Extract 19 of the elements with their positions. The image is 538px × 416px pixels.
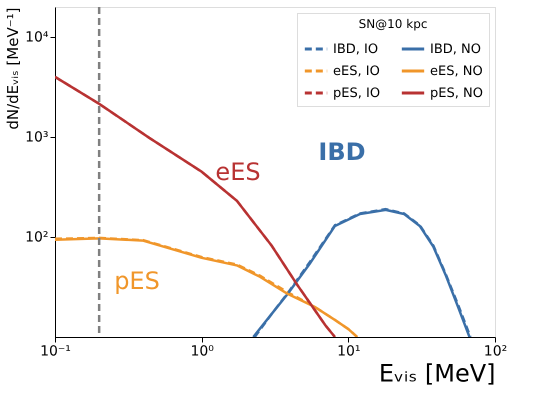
- y-tick-label: 10⁴: [25, 30, 49, 46]
- legend-label: pES, IO: [333, 86, 380, 101]
- y-axis-title: dN/dEᵥᵢₛ [MeV⁻¹]: [4, 8, 22, 130]
- legend-label: eES, NO: [430, 64, 483, 79]
- legend-label: IBD, IO: [333, 42, 378, 57]
- x-tick-label: 10⁰: [190, 344, 214, 360]
- annotation: eES: [215, 158, 261, 186]
- legend-label: eES, IO: [333, 64, 380, 79]
- legend-label: IBD, NO: [430, 42, 481, 57]
- x-axis-title: Eᵥᵢₛ [MeV]: [378, 360, 496, 388]
- annotation: IBD: [318, 138, 366, 166]
- y-tick-label: 10²: [25, 230, 48, 246]
- x-tick-label: 10⁻¹: [40, 344, 71, 360]
- x-tick-label: 10¹: [337, 344, 361, 360]
- legend-label: pES, NO: [430, 86, 483, 101]
- annotation: pES: [114, 267, 160, 295]
- y-tick-label: 10³: [25, 130, 48, 146]
- legend-title: SN@10 kpc: [358, 17, 428, 31]
- x-tick-label: 10²: [484, 344, 508, 360]
